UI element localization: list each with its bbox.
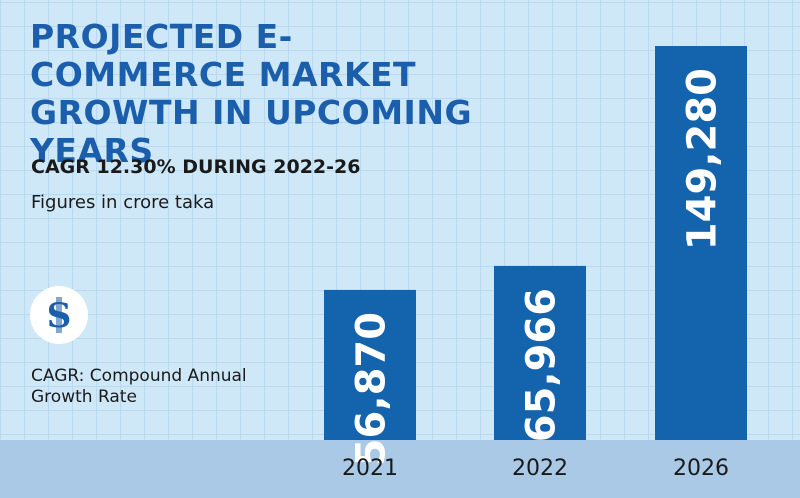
- chart-title: PROJECTED E-COMMERCE MARKET GROWTH IN UP…: [30, 17, 473, 170]
- x-tick-label-2022: 2022: [512, 456, 568, 481]
- x-tick-label-2026: 2026: [673, 456, 729, 481]
- bar-2021: [324, 289, 416, 440]
- axis-band: [0, 440, 800, 498]
- bar-2026: [655, 46, 747, 440]
- bar-value-label-2021: 56,870: [348, 312, 394, 466]
- cagr-footnote: CAGR: Compound Annual Growth Rate: [31, 366, 247, 407]
- chart-subtitle: CAGR 12.30% DURING 2022-26: [31, 156, 361, 178]
- x-tick-label-2021: 2021: [342, 456, 398, 481]
- bar-value-label-2026: 149,280: [679, 68, 725, 250]
- bar-value-label-2022: 65,966: [518, 288, 564, 442]
- bar-2022: [494, 265, 586, 440]
- publisher-logo-icon: S: [30, 286, 88, 344]
- units-note: Figures in crore taka: [31, 192, 215, 213]
